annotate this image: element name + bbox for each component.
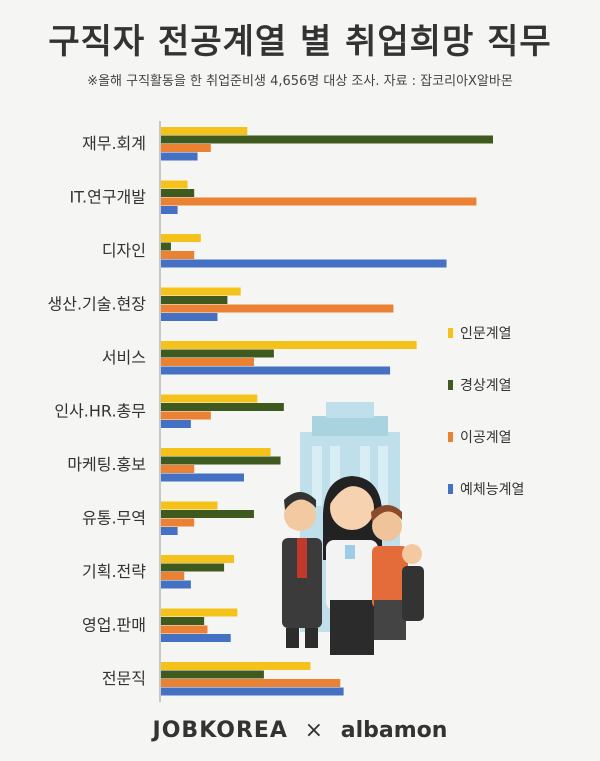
bar [161,670,264,679]
bar [161,180,188,189]
bar [161,341,417,349]
bar [161,366,391,375]
bar [161,634,231,642]
jobkorea-logo: JOBKOREA [152,718,288,743]
legend-item-label: 경상계열 [460,378,512,394]
category-label: IT.연구개발 [69,188,146,207]
bar [161,420,191,428]
category-label: 기획.전략 [82,562,146,581]
bar [161,304,394,313]
category-label: 재무.회계 [82,134,146,153]
bar [161,152,198,161]
category-label: 영업.판매 [82,616,146,635]
bar [161,135,493,144]
bar [161,313,218,321]
bar [161,296,228,304]
bar [161,555,235,563]
category-label: 마케팅.홍보 [67,455,146,474]
bar [161,242,171,251]
legend-item-label: 예체능계열 [460,482,524,498]
category-label: 인사.HR.총무 [54,402,146,421]
page-title: 구직자 전공계열 별 취업희망 직무 [48,22,552,62]
bar [161,394,258,403]
legend-swatch [448,328,453,338]
legend-swatch [448,484,453,494]
legend-swatch [448,432,453,442]
bar [161,473,244,482]
page-subtitle: ※올해 구직활동을 한 취업준비생 4,656명 대상 조사. 자료 : 잡코리… [87,74,513,89]
bar [161,197,477,206]
bar [161,617,205,625]
albamon-logo: albamon [340,718,448,743]
footer-brands: JOBKOREA × albamon [0,718,600,743]
brand-separator: × [304,718,325,743]
bar [161,259,447,268]
bar [161,501,218,510]
bar [161,349,274,358]
bar-chart: 재무.회계 IT.연구개발디자인생산.기술.현장서비스인사.HR.총무마케팅.홍보… [48,121,524,702]
bar [161,403,284,411]
category-label: 생산.기술.현장 [48,295,147,314]
bar [161,679,341,687]
legend-item-label: 인문계열 [460,326,512,342]
bar [161,456,281,465]
bar [161,411,211,420]
category-label: 유통.무역 [82,509,146,528]
bar [161,687,344,696]
bar [161,189,195,197]
bar [161,127,248,135]
bar [161,510,254,518]
bar [161,662,311,670]
bar [161,287,241,296]
bar [161,251,195,259]
bar [161,358,254,366]
legend-swatch [448,380,453,390]
bar [161,572,185,580]
bar [161,518,195,527]
bar [161,625,208,634]
legend-item-label: 이공계열 [460,430,512,446]
category-label: 서비스 [102,348,146,367]
bar [161,580,191,589]
bar [161,527,178,535]
bar [161,144,211,152]
bar [161,234,201,242]
category-label: 전문직 [102,669,146,688]
bar [161,465,195,473]
bar [161,448,271,456]
category-label: 디자인 [102,241,146,260]
bar [161,563,225,572]
bar [161,206,178,214]
office-workers-illustration [282,402,424,655]
bar [161,608,238,617]
